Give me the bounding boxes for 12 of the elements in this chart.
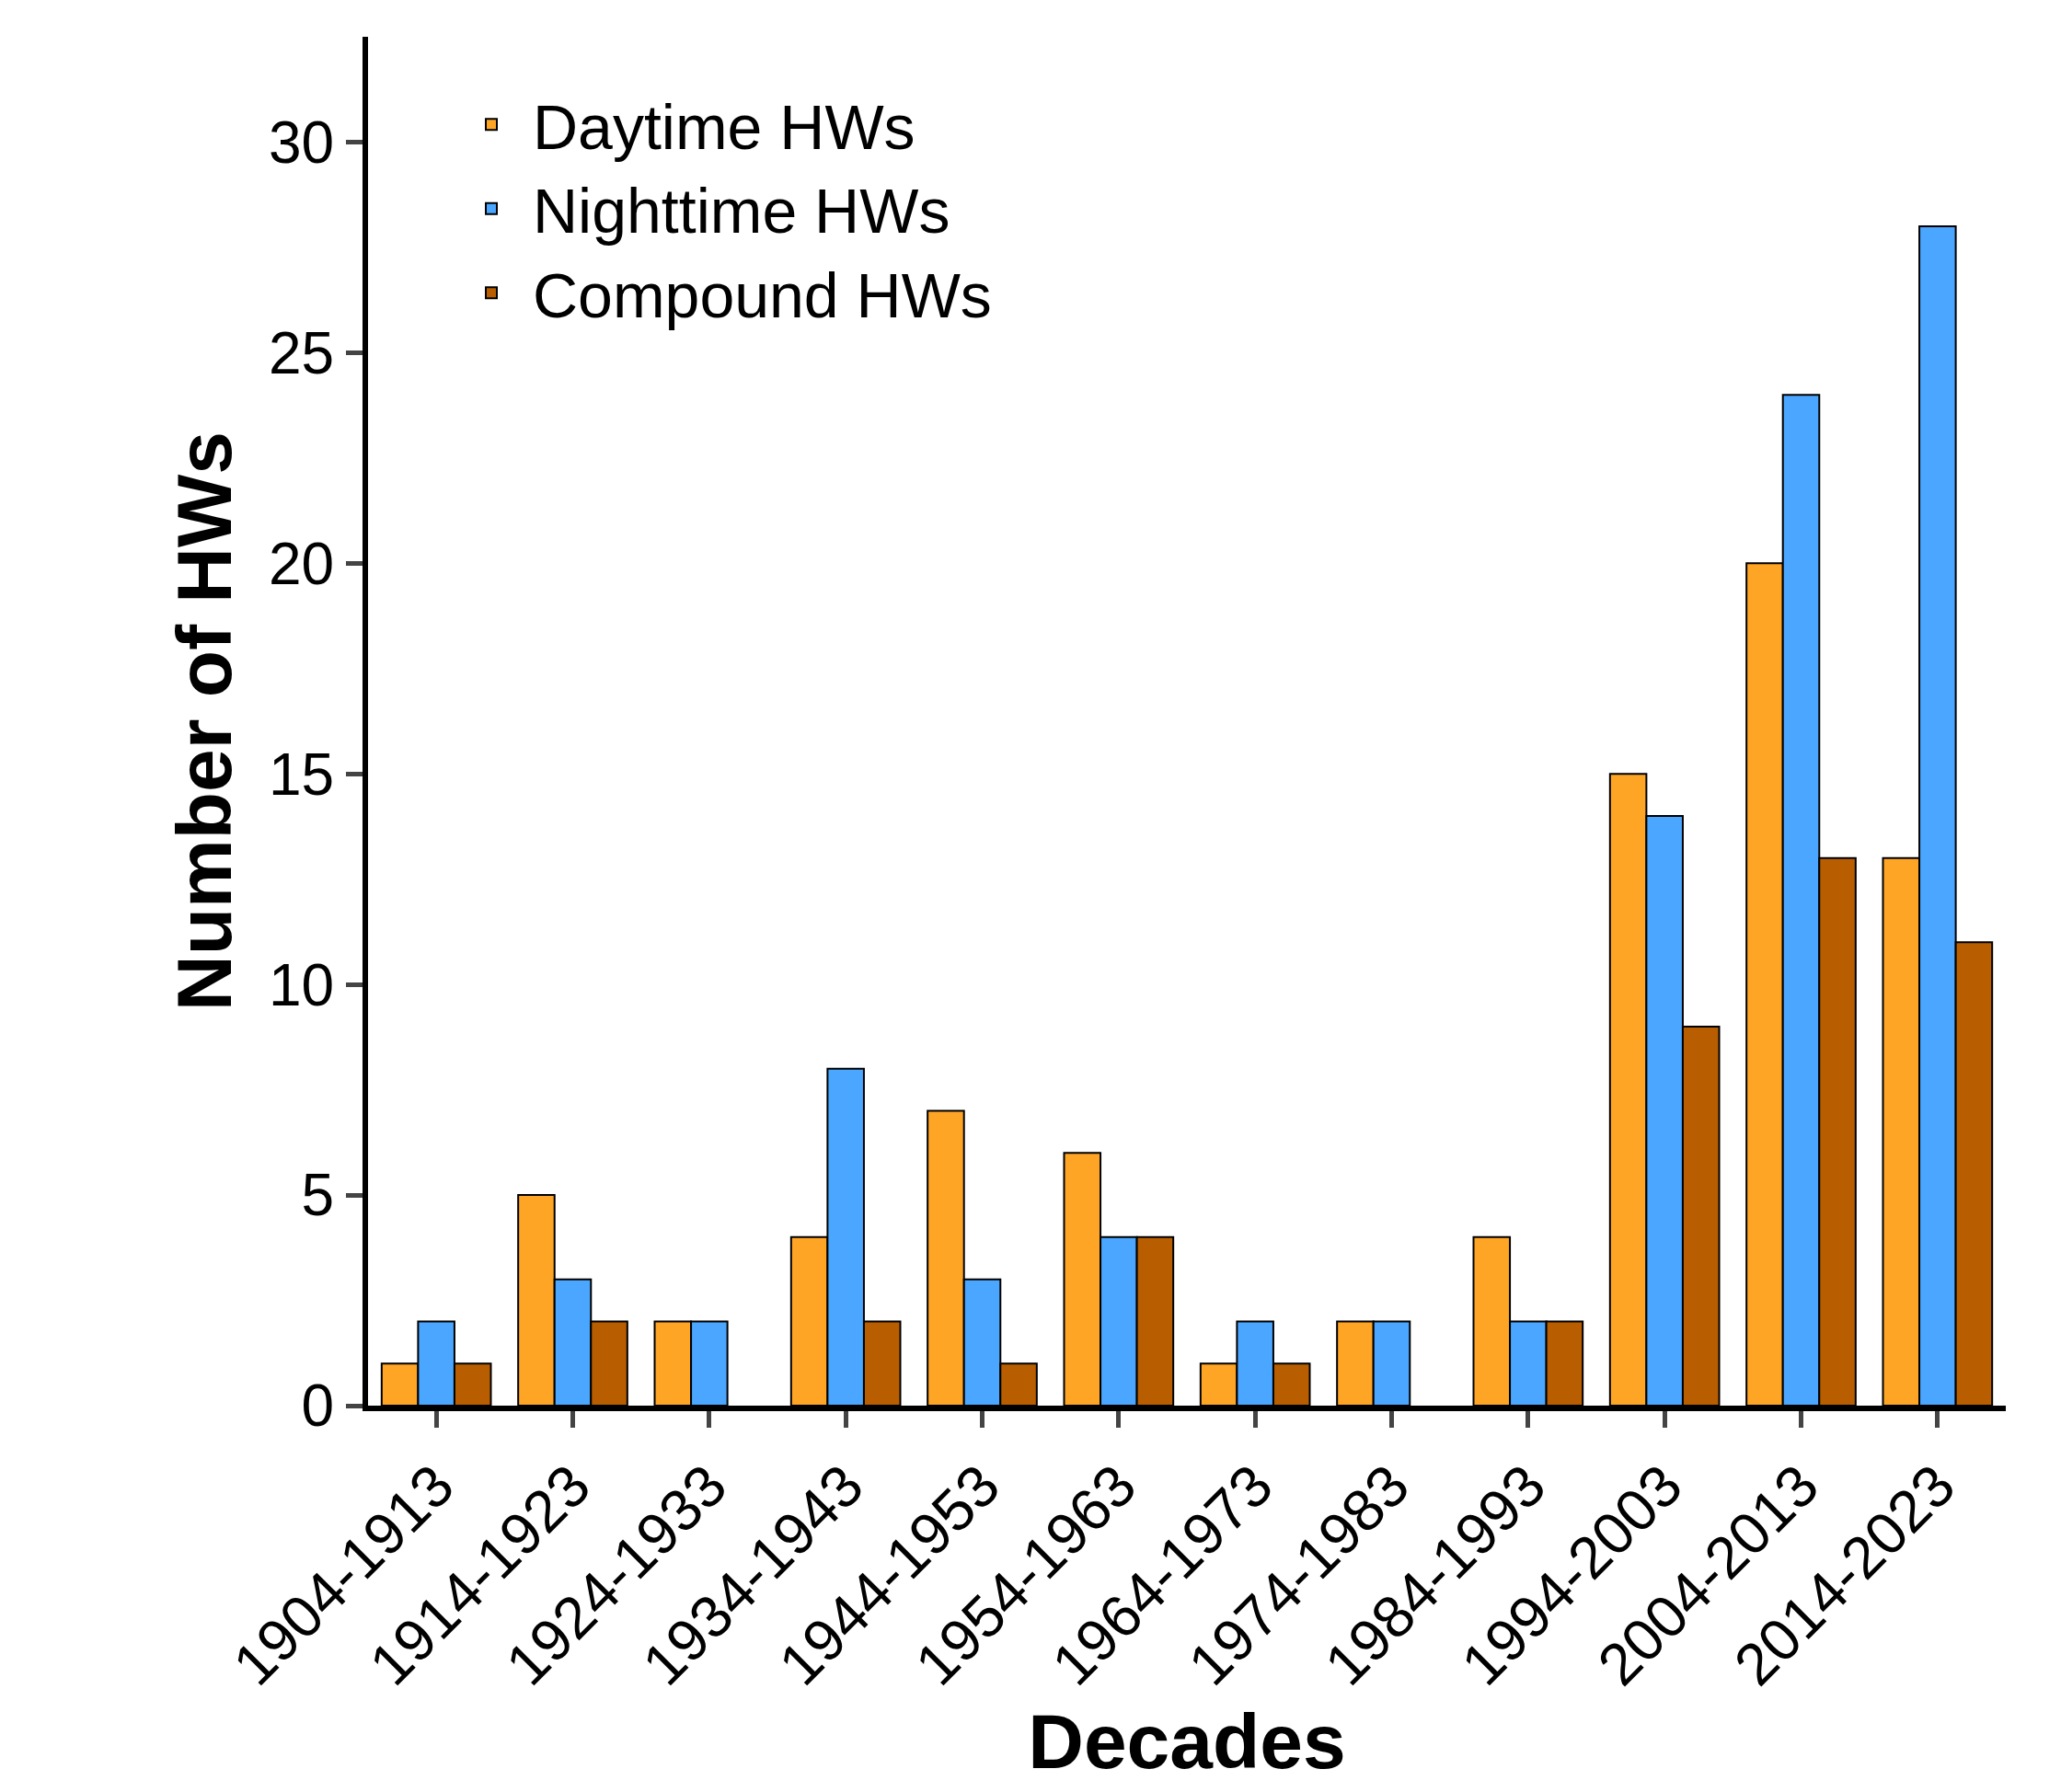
y-tick-label: 10	[269, 951, 335, 1018]
y-axis-title: Number of HWs	[160, 431, 248, 1011]
y-tick-label: 15	[269, 741, 335, 808]
y-tick-label: 25	[269, 319, 335, 386]
legend-label: Nighttime HWs	[533, 176, 950, 247]
y-tick-label: 0	[301, 1373, 335, 1440]
x-axis-title: Decades	[1028, 1697, 1346, 1785]
y-tick-label: 20	[269, 530, 335, 597]
legend-label: Daytime HWs	[533, 91, 915, 162]
legend-label: Compound HWs	[533, 259, 992, 330]
y-tick-label: 5	[301, 1162, 335, 1229]
y-tick-label: 30	[269, 109, 335, 176]
